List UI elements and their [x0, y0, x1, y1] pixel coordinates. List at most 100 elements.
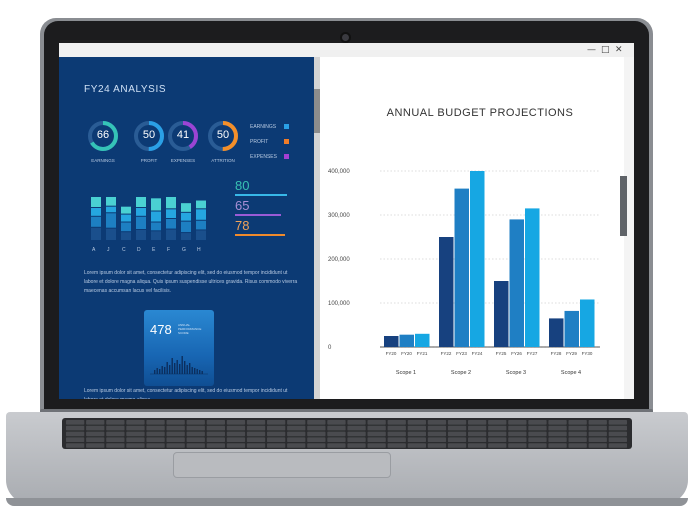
- budget-bar: [564, 310, 579, 347]
- key: [126, 443, 145, 448]
- minimize-button[interactable]: —: [587, 45, 596, 55]
- key: [588, 420, 607, 425]
- legend-label: EXPENSES: [250, 154, 277, 160]
- key: [186, 431, 205, 437]
- y-tick-label: 400,000: [328, 169, 350, 175]
- key: [568, 431, 587, 437]
- key: [447, 443, 467, 448]
- key: [206, 425, 225, 431]
- key: [347, 431, 366, 437]
- key: [267, 431, 286, 437]
- key: [166, 420, 185, 425]
- stacked-bar-segment: [151, 198, 161, 211]
- key: [287, 437, 306, 442]
- category-label: FY28: [551, 351, 562, 356]
- category-label: FY30: [582, 351, 593, 356]
- stacked-bar-segment: [166, 229, 176, 240]
- legend-swatch: [284, 139, 289, 144]
- webcam-icon: [342, 34, 349, 41]
- stacked-bar-segment: [181, 212, 191, 221]
- key: [528, 437, 547, 442]
- key: [106, 437, 125, 442]
- key: [106, 431, 125, 437]
- sparkline-bar: [159, 369, 161, 374]
- key: [488, 431, 507, 437]
- donut-earnings: 66 EARNINGS: [87, 120, 119, 163]
- key: [528, 443, 547, 448]
- key: [206, 437, 225, 442]
- stacked-bar-segment: [196, 209, 206, 220]
- key: [166, 437, 185, 442]
- sparkline-bar: [154, 370, 156, 374]
- group-label: Scope 2: [451, 370, 471, 376]
- key: [106, 443, 125, 448]
- donut-label: ATTRITION: [211, 158, 235, 163]
- key: [146, 425, 165, 431]
- sparkline-bar: [174, 363, 176, 374]
- right-scrollbar-thumb[interactable]: [620, 176, 627, 236]
- key: [407, 431, 426, 437]
- touchpad[interactable]: [173, 452, 391, 478]
- stacked-bar-segment: [136, 216, 146, 229]
- stacked-bar-label: E: [152, 247, 156, 253]
- key: [427, 420, 447, 425]
- key: [226, 420, 246, 425]
- stacked-bar-segment: [91, 216, 101, 227]
- key: [86, 443, 105, 448]
- key: [186, 437, 205, 442]
- performance-card[interactable]: 478 ANNUAL PERFORMANCE SCORE: [144, 310, 214, 386]
- key: [427, 425, 447, 431]
- card-sparkline: [150, 356, 208, 375]
- sparkline-bar: [184, 361, 186, 374]
- key: [267, 437, 286, 442]
- left-scrollbar-thumb[interactable]: [314, 89, 320, 133]
- key: [226, 443, 246, 448]
- key: [588, 437, 607, 442]
- key: [146, 431, 165, 437]
- key: [568, 437, 587, 442]
- key: [226, 431, 246, 437]
- budget-bar: [494, 281, 509, 347]
- key: [488, 425, 507, 431]
- donut-arc: [88, 121, 118, 151]
- key: [387, 420, 406, 425]
- budget-bar: [509, 219, 524, 347]
- key: [548, 425, 567, 431]
- sparkline-bar: [199, 370, 201, 374]
- key: [468, 437, 487, 442]
- category-label: FY23: [456, 351, 467, 356]
- stacked-bar-segment: [151, 211, 161, 222]
- stacked-bar-segment: [166, 219, 176, 229]
- legend-swatch: [284, 124, 289, 129]
- key: [347, 420, 366, 425]
- budget-bar-chart: 400,000 300,000 200,000 100,000 0 FY20 FY20 FY2…: [328, 169, 600, 376]
- donut-value: 50: [216, 129, 230, 141]
- stacked-bar-segment: [151, 231, 161, 240]
- key: [608, 425, 627, 431]
- close-button[interactable]: ✕: [615, 45, 623, 55]
- budget-bar: [439, 237, 454, 347]
- stacked-bar-segment: [166, 197, 176, 209]
- key: [528, 425, 547, 431]
- key: [66, 437, 85, 442]
- group-label: Scope 3: [506, 370, 526, 376]
- key: [608, 443, 627, 448]
- sparkline-bar: [179, 364, 181, 374]
- key: [166, 443, 185, 448]
- key: [246, 443, 266, 448]
- key: [488, 420, 507, 425]
- maximize-button[interactable]: □: [601, 45, 610, 55]
- right-scrollbar[interactable]: [624, 57, 634, 399]
- stat-value: 78: [235, 218, 250, 233]
- legend-label: EARNINGS: [250, 124, 277, 130]
- key: [548, 420, 567, 425]
- key: [508, 425, 527, 431]
- key: [226, 437, 246, 442]
- key: [468, 443, 487, 448]
- chart-document: ANNUAL BUDGET PROJECTIONS 400,000 300,000…: [320, 57, 624, 399]
- donut-profit: 50 PROFIT: [133, 120, 165, 163]
- key: [528, 431, 547, 437]
- left-scrollbar[interactable]: [314, 57, 320, 399]
- category-label: FY27: [527, 351, 538, 356]
- donut-expenses: 41 EXPENSES: [167, 120, 199, 163]
